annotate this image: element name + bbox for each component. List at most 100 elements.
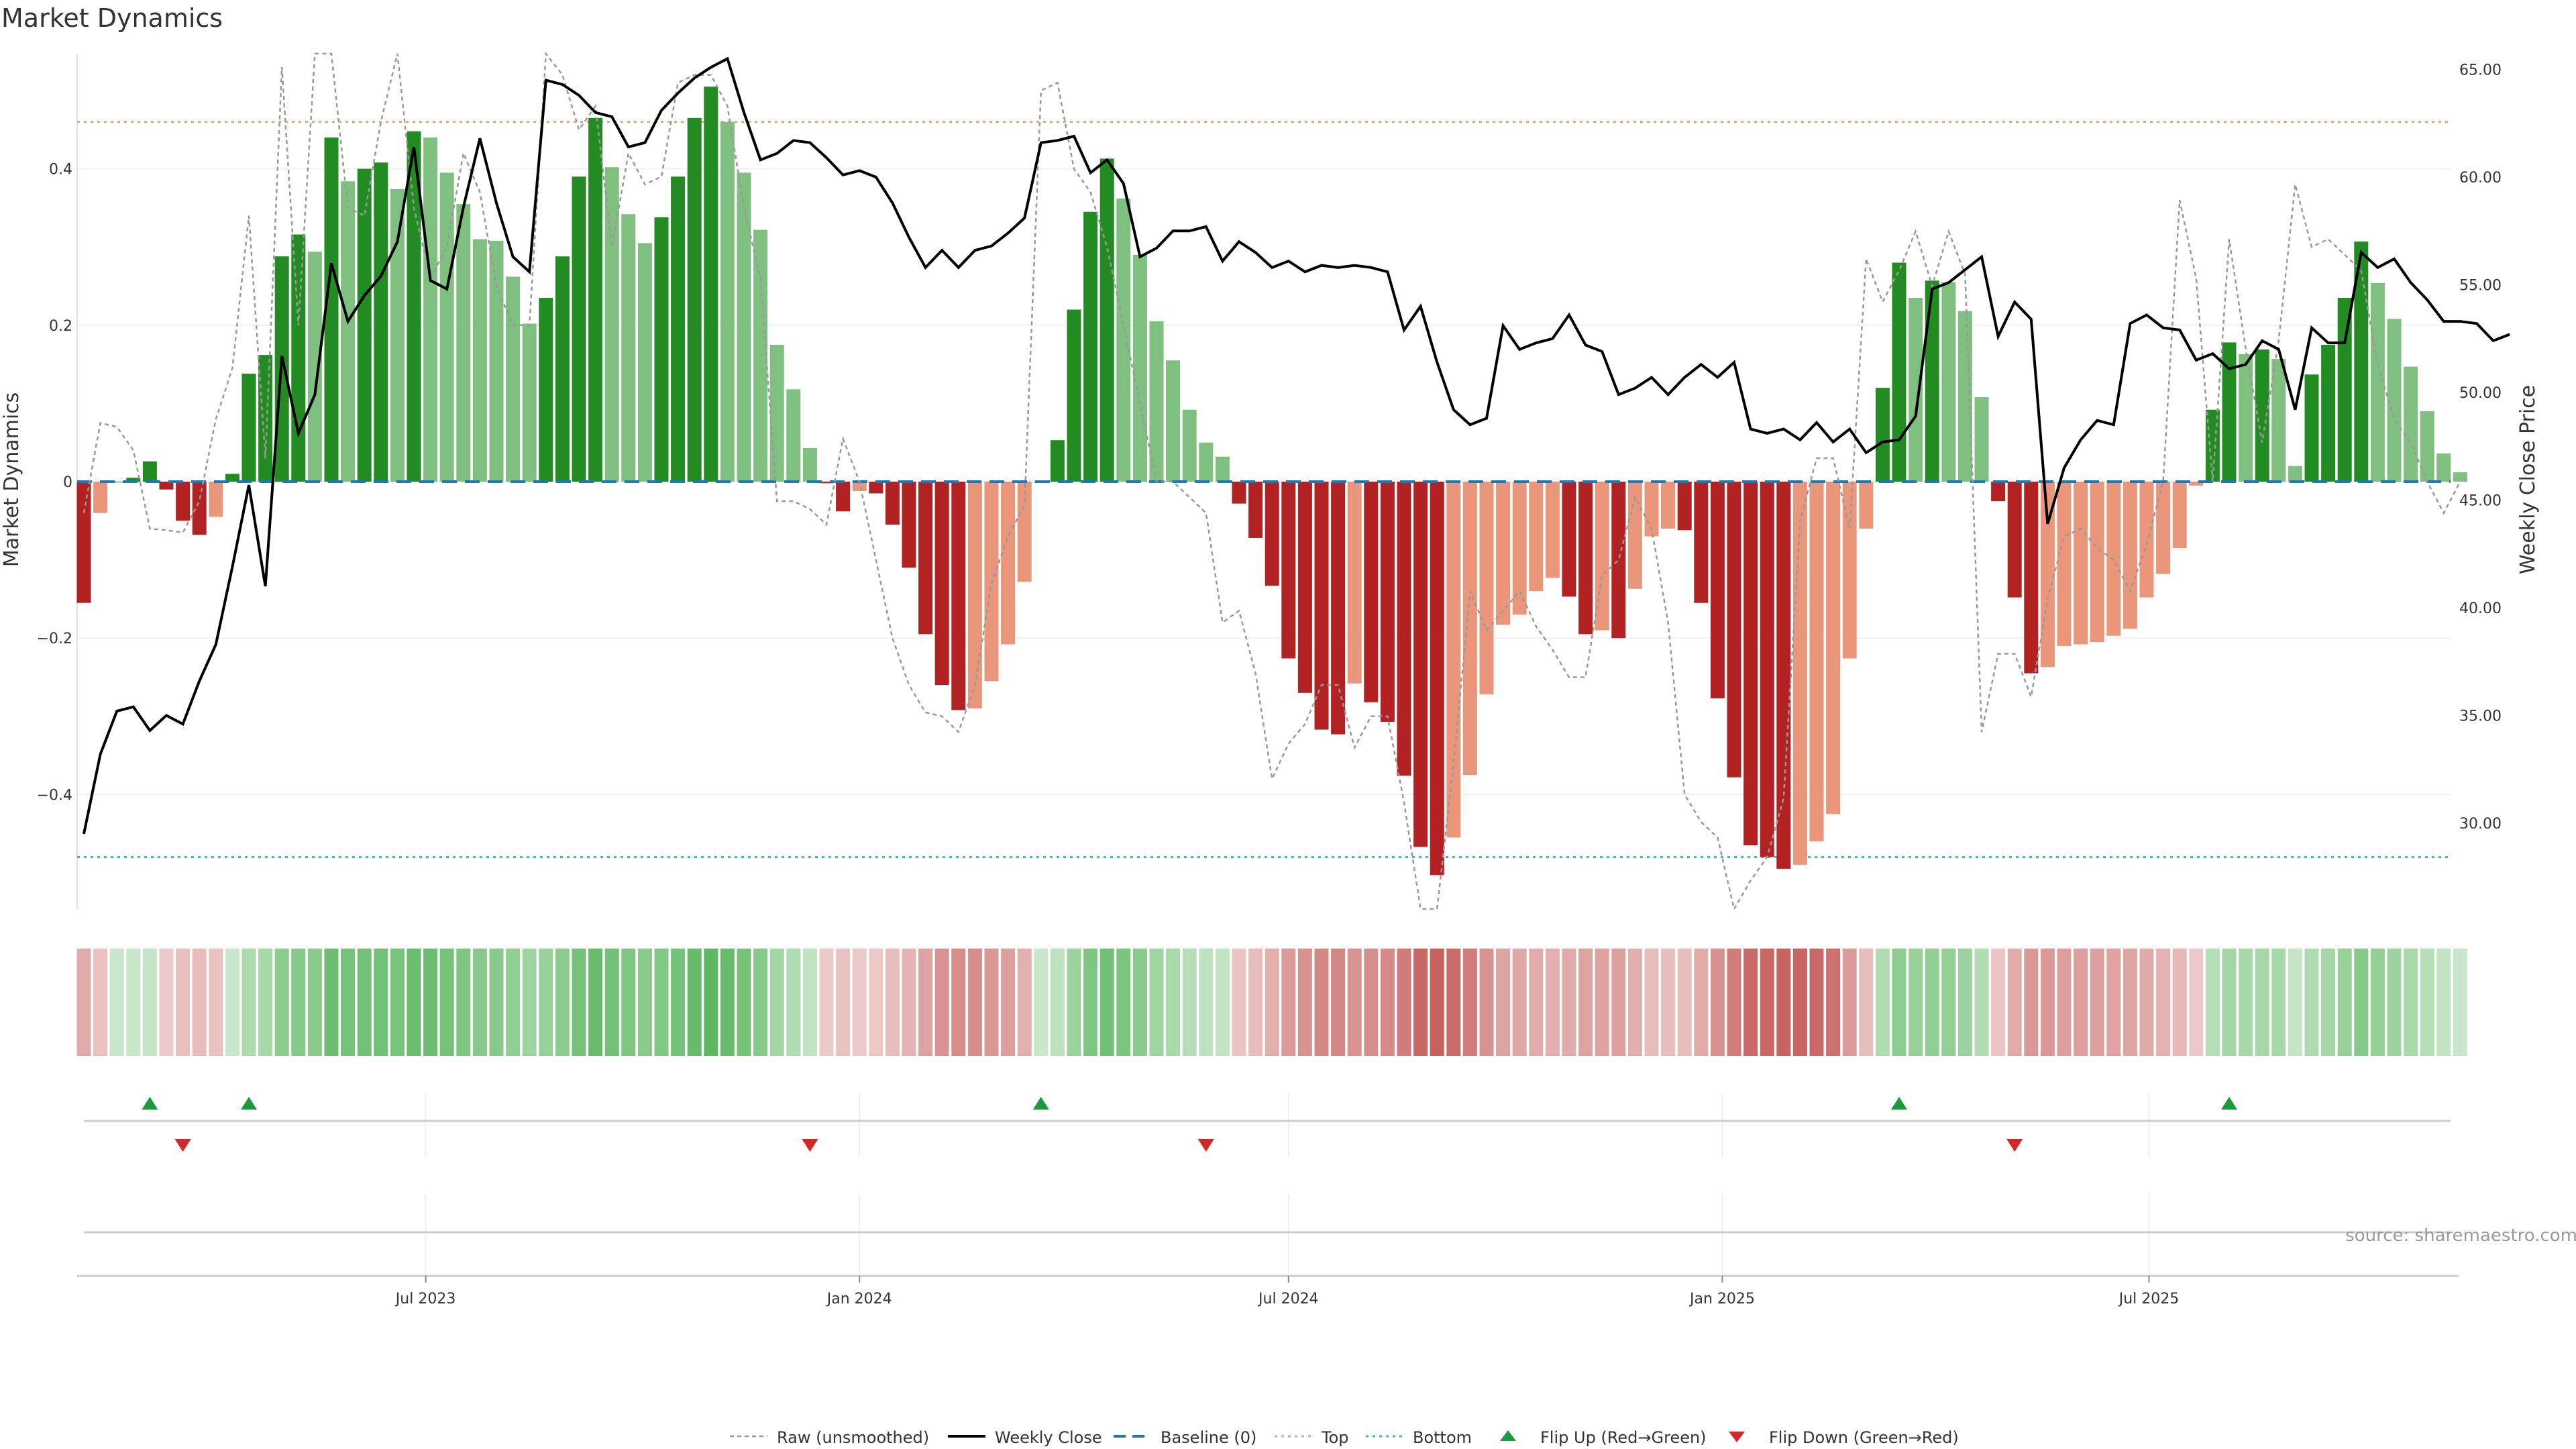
dynamics-bar bbox=[1974, 397, 1989, 482]
heat-cell bbox=[258, 949, 273, 1056]
dynamics-bar bbox=[2453, 472, 2467, 482]
right-y-tick-label: 30.00 bbox=[2459, 816, 2502, 833]
dynamics-bar bbox=[2436, 453, 2451, 482]
dynamics-bar bbox=[885, 482, 900, 525]
dynamics-bar bbox=[1760, 482, 1774, 857]
dynamics-bar bbox=[357, 168, 372, 482]
dynamics-bar bbox=[176, 482, 191, 521]
heat-cell bbox=[1661, 949, 1676, 1056]
heat-cell bbox=[1166, 949, 1181, 1056]
dynamics-bar bbox=[836, 482, 851, 512]
heat-cell bbox=[2172, 949, 2187, 1056]
dynamics-bar bbox=[1132, 254, 1147, 482]
dynamics-bar bbox=[1991, 482, 2006, 502]
heat-cell bbox=[291, 949, 306, 1056]
dynamics-bar bbox=[76, 482, 91, 603]
dynamics-bar bbox=[704, 87, 718, 482]
heat-cell bbox=[1859, 949, 1874, 1056]
bottom-panel: Jul 2023 Jan 2024 Jul 2024 Jan 2025 Jul 2025… bbox=[77, 1194, 2576, 1307]
dynamics-bar bbox=[1842, 482, 1857, 659]
heat-cell bbox=[2404, 949, 2418, 1056]
flip-up-marker bbox=[2221, 1097, 2237, 1110]
dynamics-bar bbox=[241, 374, 256, 482]
heat-cell bbox=[1627, 949, 1642, 1056]
heat-cell bbox=[720, 949, 735, 1056]
heat-cell bbox=[704, 949, 718, 1056]
dynamics-bar bbox=[390, 189, 405, 482]
dynamics-bar bbox=[1875, 388, 1890, 482]
heat-cell bbox=[1710, 949, 1725, 1056]
dynamics-bar bbox=[159, 482, 174, 490]
dynamics-bar bbox=[1083, 211, 1098, 482]
heat-cell bbox=[769, 949, 784, 1056]
source-credit: source: sharemaestro.com bbox=[2345, 1226, 2576, 1246]
heat-cell bbox=[1562, 949, 1576, 1056]
dynamics-bar bbox=[2106, 482, 2121, 636]
flip-down-marker bbox=[174, 1139, 191, 1152]
heat-cell bbox=[2040, 949, 2055, 1056]
dynamics-bar bbox=[572, 176, 586, 482]
heat-cell bbox=[307, 949, 322, 1056]
dynamics-bar bbox=[2239, 354, 2253, 482]
dynamics-bar bbox=[555, 256, 570, 482]
dynamics-bar bbox=[1496, 482, 1511, 625]
dynamics-bar bbox=[621, 214, 636, 482]
dynamics-bar bbox=[1116, 198, 1131, 482]
dynamics-bar bbox=[1364, 482, 1379, 702]
heat-cell bbox=[1792, 949, 1807, 1056]
heat-cell bbox=[1578, 949, 1593, 1056]
heat-cell bbox=[621, 949, 636, 1056]
dynamics-bar bbox=[1166, 360, 1181, 482]
dynamics-bar bbox=[588, 117, 603, 482]
dynamics-bar bbox=[225, 474, 239, 482]
y-axis-title-right: Weekly Close Price bbox=[2516, 385, 2540, 574]
heat-cell bbox=[324, 949, 339, 1056]
heat-cell bbox=[159, 949, 174, 1056]
dynamics-bar bbox=[1281, 482, 1296, 659]
raw-series-line bbox=[83, 51, 2461, 912]
dynamics-bar bbox=[2420, 411, 2434, 482]
dynamics-bar bbox=[1710, 482, 1725, 698]
dynamics-bar bbox=[1001, 482, 1016, 645]
heat-cell bbox=[2090, 949, 2104, 1056]
dynamics-bar bbox=[1297, 482, 1312, 693]
heat-cell bbox=[1809, 949, 1824, 1056]
heat-cell bbox=[852, 949, 867, 1056]
heat-cell bbox=[1248, 949, 1263, 1056]
dynamics-bar bbox=[2205, 409, 2220, 482]
heat-cell bbox=[951, 949, 966, 1056]
dynamics-bar bbox=[1512, 482, 1527, 615]
heat-cell bbox=[1232, 949, 1246, 1056]
heat-cell bbox=[1496, 949, 1511, 1056]
heat-cell bbox=[109, 949, 124, 1056]
heat-cell bbox=[2370, 949, 2385, 1056]
right-y-tick-label: 60.00 bbox=[2459, 170, 2502, 186]
dynamics-bar bbox=[1677, 482, 1692, 531]
x-ticks: Jul 2023 Jan 2024 Jul 2024 Jan 2025 Jul 2025 bbox=[394, 1276, 2179, 1307]
heat-cell bbox=[885, 949, 900, 1056]
left-y-ticks: −0.4 −0.2 0 0.2 0.4 bbox=[37, 162, 72, 804]
dynamics-bar bbox=[1694, 482, 1709, 603]
heat-cell bbox=[1875, 949, 1890, 1056]
heat-cell bbox=[1925, 949, 1939, 1056]
dynamics-bar bbox=[93, 482, 108, 513]
heat-cell bbox=[1265, 949, 1279, 1056]
heat-cell bbox=[588, 949, 603, 1056]
heat-cell bbox=[753, 949, 768, 1056]
legend-label: Bottom bbox=[1413, 1428, 1472, 1447]
legend-label: Top bbox=[1321, 1428, 1349, 1447]
heat-cell bbox=[1116, 949, 1131, 1056]
chart-title: Market Dynamics bbox=[1, 3, 223, 33]
dynamics-bar bbox=[1413, 482, 1428, 847]
dynamics-bar bbox=[522, 323, 537, 482]
heat-cell bbox=[1842, 949, 1857, 1056]
heat-cell bbox=[2337, 949, 2352, 1056]
heat-cell bbox=[1727, 949, 1741, 1056]
heat-cell bbox=[637, 949, 652, 1056]
heat-cell bbox=[1430, 949, 1444, 1056]
heat-cell bbox=[126, 949, 141, 1056]
dynamics-bar bbox=[654, 217, 669, 482]
heat-cell bbox=[1611, 949, 1626, 1056]
dynamics-bar bbox=[934, 482, 949, 686]
heat-cell bbox=[819, 949, 834, 1056]
